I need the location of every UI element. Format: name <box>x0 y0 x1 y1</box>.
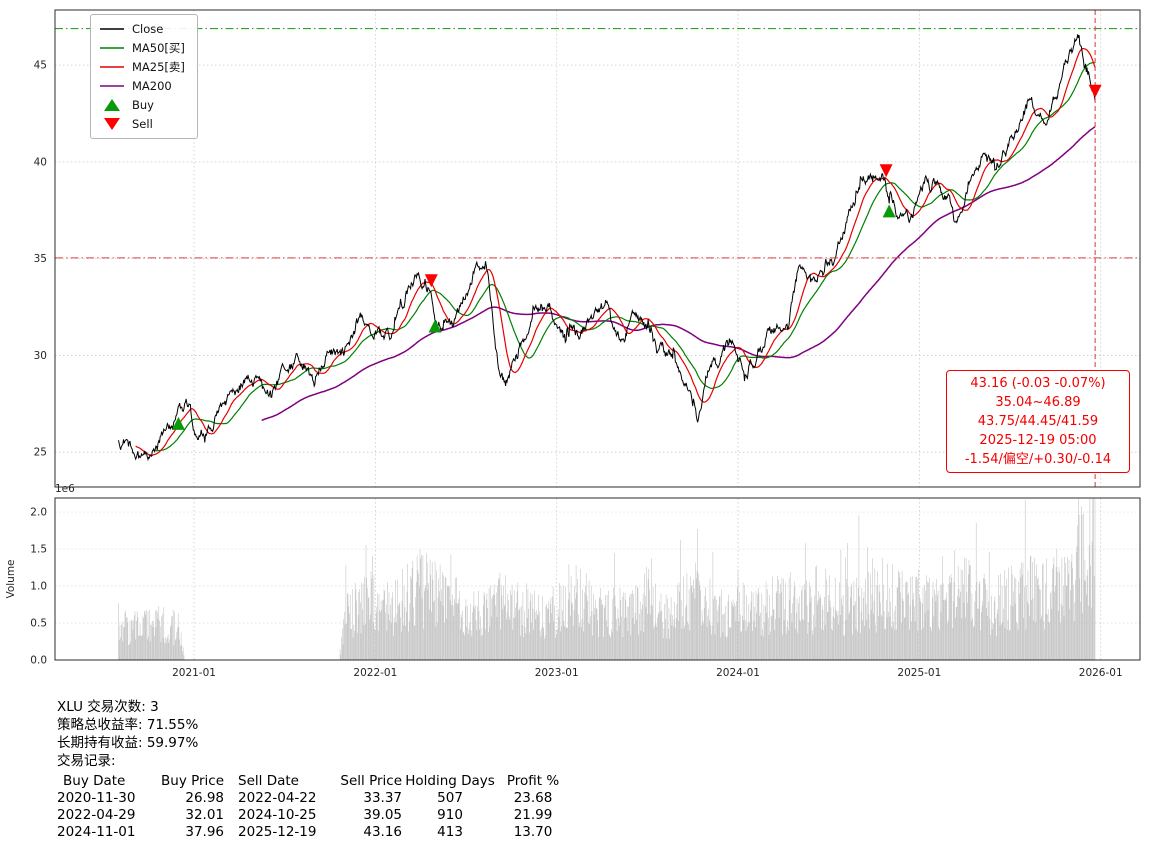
svg-text:2024-01: 2024-01 <box>716 667 760 679</box>
svg-text:2026-01: 2026-01 <box>1079 667 1123 679</box>
trade-cell: 413 <box>437 824 463 840</box>
annotation-line-ma: 43.75/44.45/41.59 <box>977 414 1099 429</box>
svg-text:1.0: 1.0 <box>30 581 47 593</box>
legend-item-ma200: MA200 <box>99 78 185 94</box>
annotation-line-price: 43.16 (-0.03 -0.07%) <box>970 376 1106 391</box>
svg-text:45: 45 <box>34 60 47 72</box>
price-annotation-box: 43.16 (-0.03 -0.07%) 35.04~46.89 43.75/4… <box>946 370 1130 473</box>
header-sell-price: Sell Price <box>340 773 403 789</box>
svg-text:0.0: 0.0 <box>30 655 47 667</box>
trade-table-header-row: Buy Date Buy Price Sell Date Sell Price … <box>57 773 568 790</box>
summary-hold-return: 长期持有收益: 59.97% <box>57 735 199 751</box>
svg-text:2.0: 2.0 <box>30 507 47 519</box>
header-holding-days: Holding Days <box>405 773 495 789</box>
trade-cell: 507 <box>437 790 463 806</box>
trade-cell: 21.99 <box>513 807 553 823</box>
legend-item-buy: Buy <box>99 97 185 113</box>
trade-cell: 13.70 <box>513 824 553 840</box>
svg-text:2023-01: 2023-01 <box>535 667 579 679</box>
legend-label: MA200 <box>132 79 172 93</box>
trade-cell: 2024-11-01 <box>57 824 136 840</box>
legend-label: Close <box>132 22 164 36</box>
legend-label: Sell <box>132 117 153 131</box>
legend-label: MA25[卖] <box>132 60 185 74</box>
header-buy-date: Buy Date <box>63 773 126 789</box>
trade-cell: 39.05 <box>363 807 403 823</box>
chart-legend: Close MA50[买] MA25[卖] MA200 Buy Sell <box>90 14 198 139</box>
svg-text:2025-01: 2025-01 <box>897 667 941 679</box>
trade-cell: 2022-04-29 <box>57 807 136 823</box>
ma200-line-swatch <box>100 85 124 87</box>
summary-strategy-return: 策略总收益率: 71.55% <box>57 717 199 733</box>
legend-label: Buy <box>132 98 154 112</box>
svg-text:2022-01: 2022-01 <box>353 667 397 679</box>
trade-cell: 26.98 <box>185 790 225 806</box>
trade-record-table: Buy Date Buy Price Sell Date Sell Price … <box>57 773 568 841</box>
trade-cell: 2020-11-30 <box>57 790 136 806</box>
summary-records-title: 交易记录: <box>57 753 116 769</box>
buy-triangle-icon <box>104 99 120 111</box>
trade-row: 2022-04-29 32.01 2024-10-25 39.05 910 21.99 <box>57 807 568 824</box>
svg-text:2021-01: 2021-01 <box>172 667 216 679</box>
annotation-line-signal: -1.54/偏空/+0.30/-0.14 <box>964 452 1112 467</box>
legend-item-sell: Sell <box>99 116 185 132</box>
trade-cell: 910 <box>437 807 463 823</box>
legend-item-ma50: MA50[买] <box>99 40 185 56</box>
trade-cell: 2025-12-19 <box>238 824 317 840</box>
header-sell-date: Sell Date <box>238 773 299 789</box>
svg-text:Volume: Volume <box>5 559 17 598</box>
ma25-line-swatch <box>100 66 124 68</box>
trade-cell: 37.96 <box>185 824 225 840</box>
trade-row: 2024-11-01 37.96 2025-12-19 43.16 413 13.70 <box>57 824 568 841</box>
legend-label: MA50[买] <box>132 41 185 55</box>
svg-text:30: 30 <box>34 350 47 362</box>
close-line-swatch <box>100 28 124 30</box>
trade-cell: 32.01 <box>185 807 225 823</box>
legend-item-close: Close <box>99 21 185 37</box>
summary-trade-count: XLU 交易次数: 3 <box>57 699 159 715</box>
header-profit: Profit % <box>506 773 560 789</box>
strategy-summary: XLU 交易次数: 3 策略总收益率: 71.55% 长期持有收益: 59.97… <box>57 698 568 841</box>
svg-text:1e6: 1e6 <box>55 483 75 495</box>
trade-cell: 2022-04-22 <box>238 790 317 806</box>
annotation-line-date: 2025-12-19 05:00 <box>979 433 1097 448</box>
trade-cell: 2024-10-25 <box>238 807 317 823</box>
trade-cell: 23.68 <box>513 790 553 806</box>
legend-item-ma25: MA25[卖] <box>99 59 185 75</box>
header-buy-price: Buy Price <box>161 773 225 789</box>
ma50-line-swatch <box>100 47 124 49</box>
annotation-line-range: 35.04~46.89 <box>995 395 1081 410</box>
sell-triangle-icon <box>104 118 120 130</box>
svg-text:25: 25 <box>34 447 47 459</box>
trade-cell: 43.16 <box>363 824 403 840</box>
svg-text:0.5: 0.5 <box>30 618 47 630</box>
svg-text:1.5: 1.5 <box>30 544 47 556</box>
svg-text:35: 35 <box>34 253 47 265</box>
trade-cell: 33.37 <box>363 790 403 806</box>
svg-text:40: 40 <box>34 156 47 168</box>
trade-row: 2020-11-30 26.98 2022-04-22 33.37 507 23.68 <box>57 790 568 807</box>
